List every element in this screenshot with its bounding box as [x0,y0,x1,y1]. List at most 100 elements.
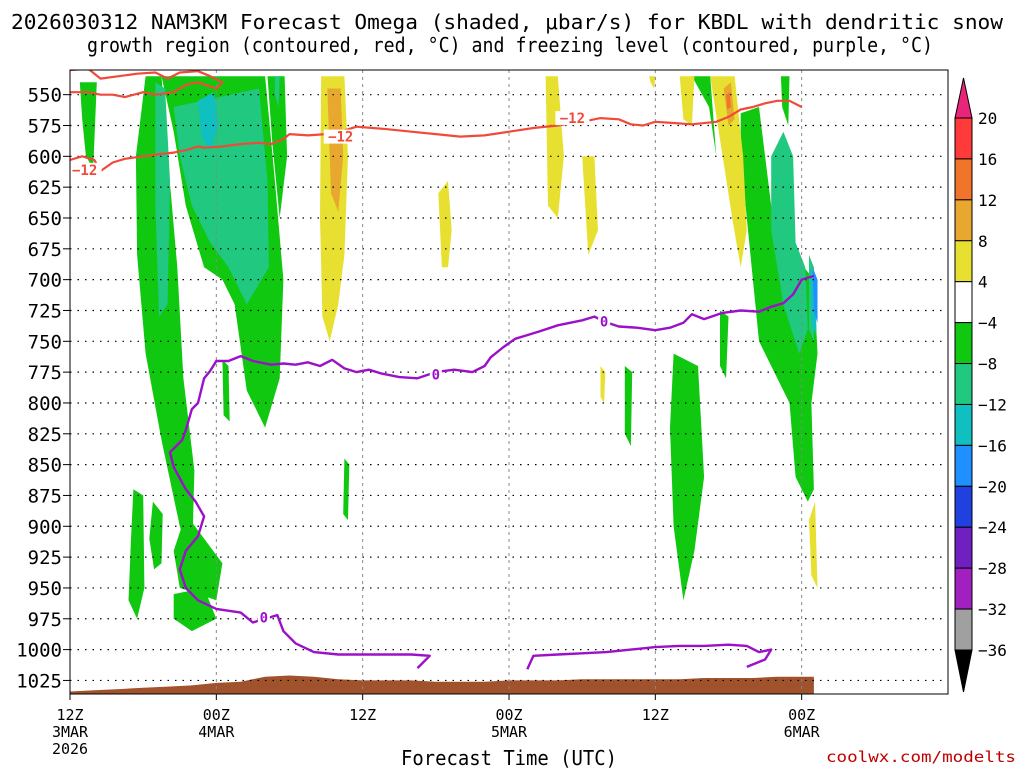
dgz-label-bg [70,162,102,177]
dgz-label-bg [555,111,590,126]
omega-region [198,92,219,151]
dgz-contour-label: −12 [328,130,353,146]
omega-region [327,88,344,212]
freezing-contour-label: 0 [432,368,440,384]
colorbar-label: −20 [978,477,1007,496]
x-axis-label: Forecast Time (UTC) [401,746,617,768]
y-tick-label: 750 [28,331,62,353]
freezing-contour-label: 0 [260,611,268,627]
colorbar-swatch [954,281,973,324]
chart-title-line-1: 2026030312 NAM3KM Forecast Omega (shaded… [11,10,1004,34]
x-tick-label: 4MAR [198,723,235,741]
omega-region [545,76,564,218]
x-tick-label: 12Z [349,706,376,724]
y-tick-label: 725 [28,300,62,322]
colorbar: 20 16 12 8 4 −4 −8 −12 −16 −20 −24 −28 −32 −36 [954,77,1007,693]
omega-region [670,353,705,601]
dgz-contour [70,99,803,173]
y-tick-label: 650 [28,208,62,230]
omega-region [155,82,170,317]
dgz-label-bg [323,129,358,144]
y-tick-label: 600 [28,146,62,168]
y-tick-label: 975 [28,609,62,631]
x-tick-label: 5MAR [491,723,528,741]
colorbar-label: −32 [978,600,1007,619]
freezing-label-bg [598,314,611,329]
x-tick-label: 6MAR [784,723,821,741]
colorbar-label: 12 [978,191,997,210]
y-tick-label: 900 [28,516,62,538]
credit-text: coolwx.com/modelts [826,748,1016,766]
y-tick-label: 575 [28,115,62,137]
omega-region [128,489,145,619]
plot-area: −12 −12 −12 0 0 0 550 575 600 625 650 675 700 725 750 7… [16,69,1007,758]
x-tick-label: 00Z [203,706,230,724]
colorbar-label: 4 [978,273,988,292]
omega-region [649,76,656,89]
omega-region [812,267,818,323]
colorbar-label: 16 [978,150,997,169]
omega-region [267,76,288,218]
omega-region [222,359,230,422]
colorbar-top-arrow [954,77,973,119]
freezing-contour [526,643,773,670]
x-tick-label: 12Z [56,706,83,724]
colorbar-label: −16 [978,436,1007,455]
y-tick-label: 675 [28,239,62,261]
freezing-label-bg [257,610,270,625]
y-tick-label: 875 [28,485,62,507]
y-tick-label: 775 [28,362,62,384]
colorbar-label: −36 [978,641,1007,660]
y-tick-label: 800 [28,393,62,415]
colorbar-swatch [954,363,973,405]
colorbar-label: −28 [978,559,1007,578]
omega-region [771,131,808,354]
omega-region [149,501,163,570]
x-tick-label: 3MAR [52,723,89,741]
colorbar-bottom-arrow [954,649,973,693]
x-tick-label: 00Z [495,706,522,724]
dgz-contour-label: −12 [560,111,585,127]
freezing-contour [168,274,815,669]
y-tick-label: 925 [28,547,62,569]
colorbar-swatch [954,117,973,160]
colorbar-label: 8 [978,232,988,251]
colorbar-swatch [954,240,973,283]
colorbar-label: −12 [978,395,1007,414]
omega-region [720,310,729,379]
omega-region [582,156,598,255]
dgz-contour [70,70,224,99]
omega-region [274,76,280,107]
omega-region [710,76,747,268]
x-tick-label: 2026 [52,740,88,758]
omega-region [691,76,717,157]
terrain [70,675,814,694]
omega-region [343,458,350,521]
omega-region [173,88,269,305]
y-tick-label: 1000 [16,640,62,662]
colorbar-label: −4 [978,314,997,333]
y-tick-label: 700 [28,270,62,292]
omega-region [809,501,818,588]
omega-region [79,82,97,169]
y-tick-label: 850 [28,455,62,477]
omega-region [726,92,731,110]
colorbar-swatch [954,608,973,651]
y-tick-label: 825 [28,424,62,446]
x-tick-label: 12Z [642,706,669,724]
omega-region [624,366,633,447]
colorbar-swatch [954,444,973,487]
y-tick-label: 625 [28,177,62,199]
colorbar-swatch [954,485,973,528]
colorbar-swatch [954,199,973,242]
colorbar-label: −8 [978,355,997,374]
x-tick-label: 00Z [788,706,815,724]
freezing-contour-label: 0 [600,315,608,331]
colorbar-label: −24 [978,518,1007,537]
colorbar-swatch [954,403,973,446]
dgz-contour-label: −12 [72,163,97,179]
y-tick-label: 550 [28,85,62,107]
chart-title-line-2: growth region (contoured, red, °C) and f… [87,33,933,57]
y-tick-label: 950 [28,578,62,600]
